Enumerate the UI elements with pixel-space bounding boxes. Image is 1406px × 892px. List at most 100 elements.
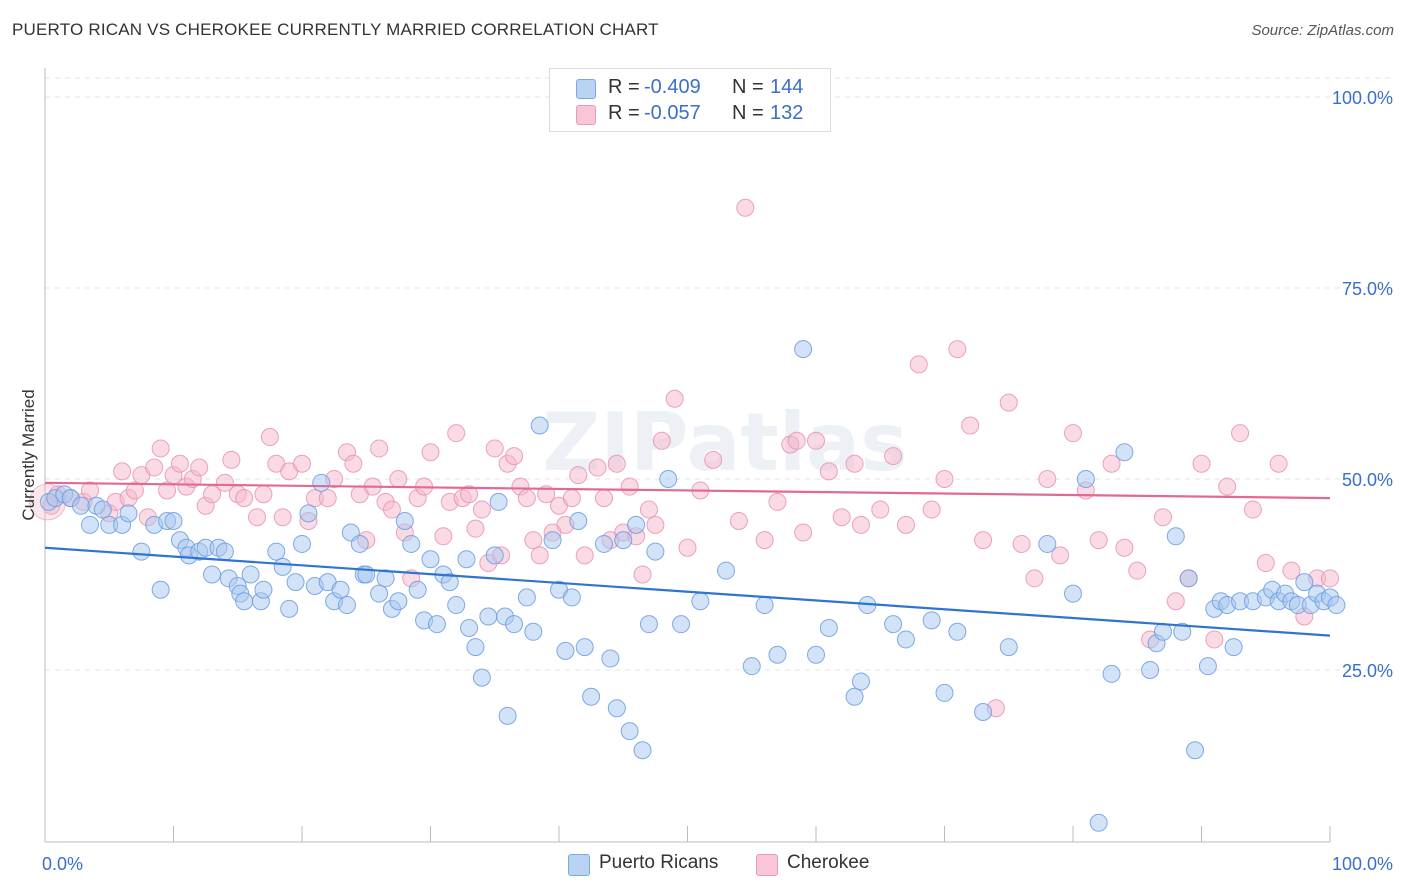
puerto-rican-point	[755, 596, 774, 615]
y-tick-label: 75.0%	[1342, 279, 1393, 299]
blue-swatch	[576, 79, 596, 99]
cherokee-point	[594, 489, 613, 508]
puerto-rican-point	[267, 542, 286, 561]
puerto-rican-point	[659, 470, 678, 488]
legend-row-puerto-ricans: R = -0.409 N = 144	[550, 76, 830, 100]
cherokee-point	[1282, 561, 1301, 580]
cherokee-point	[447, 424, 466, 443]
puerto-rican-point	[505, 615, 524, 634]
cherokee-point	[1038, 470, 1057, 488]
puerto-rican-point	[93, 500, 112, 519]
puerto-rican-point	[280, 599, 299, 618]
puerto-rican-point	[427, 615, 446, 634]
puerto-rican-point	[1186, 741, 1205, 760]
puerto-rican-point	[466, 638, 485, 657]
puerto-rican-point	[376, 569, 395, 588]
puerto-rican-point	[460, 618, 479, 637]
puerto-rican-point	[1295, 573, 1314, 592]
puerto-rican-point	[489, 492, 508, 511]
cherokee-point	[145, 458, 164, 477]
cherokee-point	[215, 473, 234, 492]
cherokee-point	[845, 454, 864, 473]
puerto-rican-point	[543, 531, 562, 550]
cherokee-point	[871, 500, 890, 519]
puerto-rican-point	[151, 580, 170, 599]
puerto-rican-point	[457, 550, 476, 569]
cherokee-point	[151, 439, 170, 458]
cherokee-point	[1089, 531, 1108, 550]
cherokee-point	[113, 462, 132, 481]
cherokee-point	[832, 508, 851, 527]
puerto-rican-point	[273, 557, 292, 576]
puerto-rican-point	[1179, 569, 1198, 588]
puerto-rican-point	[845, 687, 864, 706]
cherokee-point	[1243, 500, 1262, 519]
cherokee-point	[1231, 424, 1250, 443]
cherokee-point	[633, 565, 652, 584]
y-tick-label: 100.0%	[1332, 88, 1393, 108]
puerto-rican-point	[1166, 527, 1185, 546]
n-label: N =	[732, 102, 764, 124]
cherokee-point	[505, 447, 524, 466]
cherokee-point	[935, 470, 954, 488]
puerto-rican-point	[896, 630, 915, 649]
cherokee-point	[389, 470, 408, 488]
cherokee-point	[125, 481, 144, 500]
cherokee-point	[807, 431, 825, 450]
cherokee-point	[1025, 569, 1044, 588]
n-label: N =	[732, 76, 764, 98]
cherokee-point	[382, 500, 401, 519]
cherokee-point	[1205, 630, 1224, 649]
cherokee-point	[1153, 508, 1172, 527]
puerto-rican-point	[594, 534, 613, 553]
puerto-rican-point	[498, 706, 517, 725]
puerto-rican-point	[851, 672, 870, 691]
x-tick-label: 0.0%	[42, 854, 83, 874]
puerto-rican-point	[132, 542, 151, 561]
puerto-rican-point	[1327, 596, 1346, 615]
puerto-rican-point	[1038, 534, 1057, 553]
cherokee-point	[787, 431, 806, 450]
cherokee-point	[1269, 454, 1288, 473]
cherokee-point	[922, 500, 941, 519]
cherokee-point	[884, 447, 903, 466]
puerto-rican-point	[794, 340, 813, 359]
puerto-rican-point	[402, 534, 421, 553]
correlation-legend: R = -0.409 N = 144 R = -0.057 N = 132	[549, 68, 831, 132]
cherokee-point	[652, 431, 671, 450]
cherokee-point	[517, 489, 536, 508]
puerto-rican-point	[601, 649, 620, 668]
puerto-rican-point	[672, 615, 691, 634]
chart-title: PUERTO RICAN VS CHEROKEE CURRENTLY MARRI…	[12, 20, 659, 39]
puerto-rican-point	[299, 504, 318, 523]
puerto-rican-point	[164, 512, 183, 531]
puerto-rican-point	[1115, 443, 1134, 462]
puerto-rican-point	[691, 592, 710, 611]
cherokee-point	[755, 531, 774, 550]
legend-row-cherokee: R = -0.057 N = 132	[550, 102, 830, 126]
puerto-rican-point	[1102, 664, 1121, 683]
cherokee-trend-line	[44, 481, 1331, 500]
cherokee-point	[537, 485, 556, 504]
puerto-rican-point	[408, 580, 427, 599]
cherokee-point	[569, 466, 588, 485]
puerto-rican-point	[627, 515, 646, 534]
puerto-rican-point	[819, 618, 838, 637]
cherokee-point	[421, 443, 440, 462]
cherokee-point	[1321, 569, 1339, 588]
cherokee-point	[190, 458, 209, 477]
puerto-rican-point	[370, 584, 389, 603]
r-label: R =	[608, 102, 640, 124]
axes	[44, 68, 1331, 843]
cherokee-point	[974, 531, 993, 550]
cherokee-point	[729, 512, 748, 531]
source-label: Source: ZipAtlas.com	[1251, 22, 1394, 39]
cherokee-point	[1192, 454, 1211, 473]
r-value: -0.409	[644, 76, 701, 98]
x-tick-label: 100.0%	[1332, 854, 1393, 874]
cherokee-point	[1051, 546, 1070, 565]
puerto-rican-point	[235, 592, 254, 611]
cherokee-point	[768, 492, 787, 511]
cherokee-point	[588, 458, 607, 477]
cherokee-point	[235, 489, 254, 508]
